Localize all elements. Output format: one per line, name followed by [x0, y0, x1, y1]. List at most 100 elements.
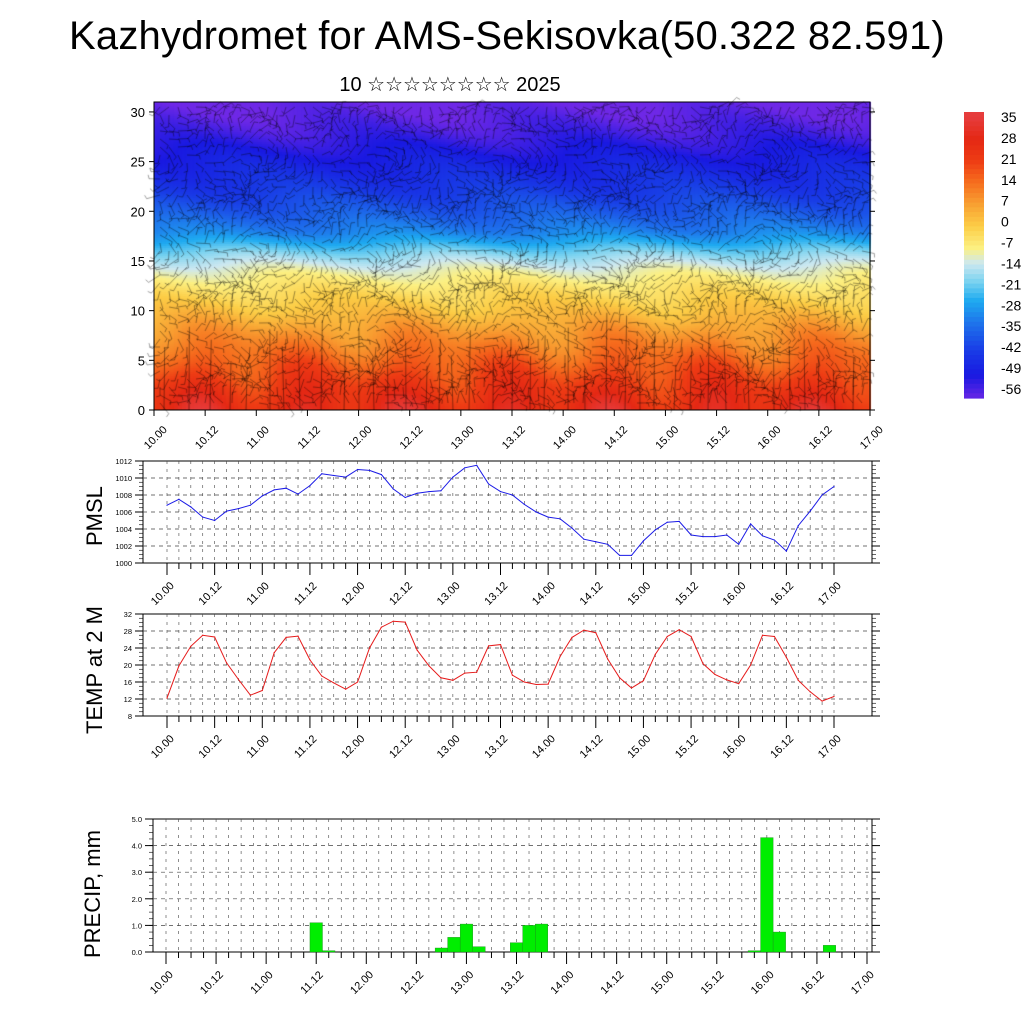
colorbar-segment — [964, 112, 984, 118]
temp-ytick-label: 24 — [124, 644, 132, 653]
chart-subtitle: 10 ☆☆☆☆☆☆☆☆ 2025 — [339, 74, 561, 96]
pmsl-point — [273, 489, 275, 491]
precip-xtick-label: 16.00 — [749, 969, 777, 997]
precip-xtick-label: 12.00 — [348, 969, 376, 997]
pmsl-ytick-label: 1012 — [115, 457, 132, 466]
temp-point — [273, 652, 275, 654]
pmsl-point — [166, 504, 168, 506]
pmsl-point — [666, 521, 668, 523]
temp-point — [619, 677, 621, 679]
temp-point — [190, 645, 192, 647]
cross-section-xtick-label: 11.12 — [296, 424, 323, 451]
temp-point — [595, 632, 597, 634]
pmsl-xtick-label: 13.12 — [482, 580, 510, 608]
colorbar-segment — [964, 216, 984, 223]
pmsl-point — [773, 539, 776, 541]
colorbar-segment — [964, 212, 984, 218]
colorbar-segment — [964, 193, 984, 199]
colorbar-segment — [964, 150, 984, 156]
pmsl-point — [523, 503, 525, 505]
colorbar-segment — [964, 331, 984, 337]
precip-ytick-label: 2.0 — [132, 895, 142, 904]
temp-point — [773, 635, 776, 638]
colorbar-segment — [964, 274, 984, 280]
cross-section-ytick-label: 10 — [131, 304, 145, 319]
temp-point — [380, 626, 382, 628]
temp-point — [202, 634, 204, 636]
cross-section-frame — [153, 101, 871, 411]
colorbar-segment — [964, 121, 984, 127]
precip-xtick-label: 11.12 — [298, 969, 325, 996]
temp-xtick-label: 16.00 — [721, 733, 749, 761]
pmsl-point — [583, 538, 585, 540]
colorbar-segment — [964, 255, 984, 261]
pmsl-ytick-label: 1000 — [115, 559, 132, 568]
pmsl-point — [452, 476, 454, 478]
cross-section-ytick-label: 15 — [131, 254, 145, 269]
precip-ytick-label: 0.0 — [132, 948, 142, 957]
colorbar-segment — [964, 231, 984, 237]
temp-point — [392, 620, 394, 622]
temp-xtick-label: 13.00 — [435, 733, 463, 761]
precip-bar — [772, 931, 786, 953]
colorbar-segment — [964, 340, 984, 347]
precip-bar — [535, 923, 548, 953]
precip-bar — [447, 937, 461, 953]
colorbar-label: -42 — [1001, 339, 1021, 355]
cross-section-ytick-label: 25 — [131, 155, 145, 170]
colorbar-segment — [964, 278, 984, 285]
precip-bar — [760, 837, 774, 953]
temp-point — [499, 644, 502, 646]
temp-xtick-label: 15.00 — [625, 733, 653, 761]
temp-xtick-label: 15.12 — [673, 733, 701, 761]
pmsl-point — [595, 541, 597, 543]
pmsl-ytick-label: 1004 — [115, 525, 132, 534]
cross-section-xtick-label: 17.00 — [858, 424, 886, 452]
temp-point — [797, 679, 799, 681]
pmsl-point — [797, 525, 799, 527]
colorbar-segment — [964, 159, 984, 166]
pmsl-xtick-label: 10.12 — [197, 580, 225, 608]
precip-bar — [309, 922, 323, 953]
pmsl-point — [821, 494, 823, 496]
precip-ytick-label: 1.0 — [132, 921, 142, 930]
pmsl-xtick-label: 11.12 — [292, 580, 319, 607]
colorbar-segment — [964, 293, 984, 299]
temp-xtick-label: 11.00 — [244, 733, 271, 760]
temp-point — [237, 678, 240, 681]
precip-xtick-label: 10.12 — [198, 969, 226, 997]
precip-bar — [510, 942, 523, 953]
colorbar-label: -7 — [1001, 235, 1014, 251]
colorbar-segment — [964, 350, 984, 356]
colorbar-segment — [964, 374, 984, 380]
precip-bar — [472, 946, 486, 953]
colorbar-segment — [964, 197, 984, 204]
pmsl-point — [726, 534, 728, 536]
temp-ytick-label: 12 — [124, 695, 132, 704]
temp-xtick-label: 10.12 — [197, 733, 225, 761]
temp-ytick-label: 16 — [124, 678, 132, 687]
colorbar-segment — [964, 369, 984, 375]
colorbar-segment — [964, 316, 984, 323]
pmsl-point — [368, 469, 371, 471]
colorbar-segment — [964, 269, 984, 275]
pmsl-point — [785, 550, 787, 552]
pmsl-ytick-label: 1010 — [115, 474, 132, 483]
colorbar-label: -21 — [1001, 276, 1021, 292]
temp-point — [225, 662, 228, 664]
precip-xtick-label: 15.00 — [649, 969, 677, 997]
temp-point — [642, 680, 645, 682]
pmsl-point — [607, 543, 609, 545]
pmsl-point — [249, 504, 251, 506]
cross-section-xtick-label: 10.12 — [193, 424, 221, 452]
temp-point — [321, 675, 323, 677]
precip-xtick-label: 15.12 — [699, 969, 727, 997]
temp-point — [404, 621, 406, 623]
cross-section-xtick-label: 10.00 — [142, 424, 170, 452]
cross-section-ytick-label: 5 — [138, 353, 145, 368]
cross-section-xtick-label: 16.12 — [807, 424, 835, 452]
colorbar-segment — [964, 173, 984, 180]
colorbar-segment — [964, 345, 984, 351]
colorbar-segment — [964, 169, 984, 175]
